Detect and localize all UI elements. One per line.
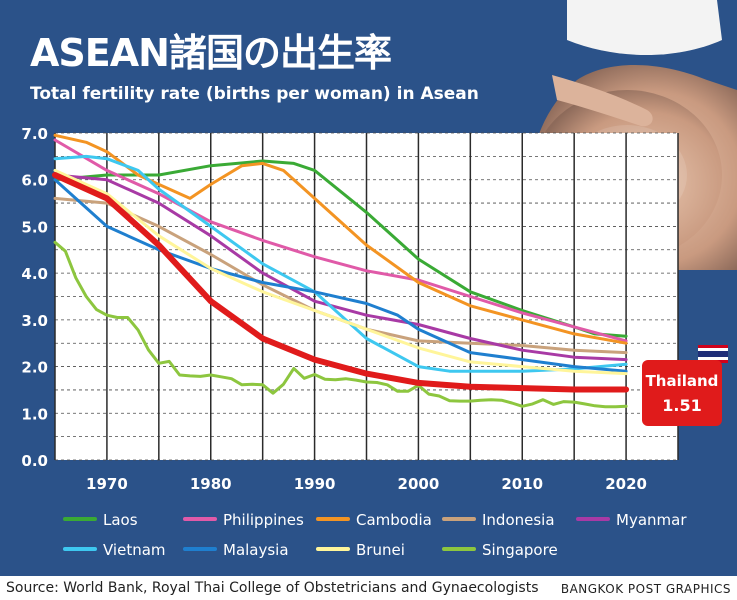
- y-tick-label: 4.0: [21, 265, 48, 283]
- x-tick-label: 2010: [501, 475, 543, 493]
- x-tick-label: 2020: [605, 475, 647, 493]
- series-line-malaysia: [53, 178, 628, 373]
- legend-label: Cambodia: [356, 511, 432, 529]
- thailand-callout: Thailand 1.51: [642, 360, 722, 426]
- legend-label: Indonesia: [482, 511, 555, 529]
- x-tick-label: 2000: [398, 475, 440, 493]
- source-note: Source: World Bank, Royal Thai College o…: [6, 580, 539, 596]
- x-tick-label: 1980: [190, 475, 232, 493]
- legend-label: Laos: [103, 511, 138, 529]
- series-line-philippines: [53, 138, 628, 343]
- legend-label: Brunei: [356, 541, 405, 559]
- series-line-brunei: [53, 168, 628, 376]
- fertility-line-chart: 0.0 1.0 2.0 3.0 4.0 5.0 6.0 7.0 1970 1980 1990 2000…: [21, 125, 687, 559]
- series-line-thailand: [52, 172, 630, 393]
- chart-subtitle: Total fertility rate (births per woman) …: [30, 84, 479, 104]
- y-tick-label: 7.0: [21, 125, 48, 143]
- legend-label: Malaysia: [223, 541, 289, 559]
- page-title: ASEAN諸国の出生率: [30, 31, 392, 75]
- legend-label: Vietnam: [103, 541, 166, 559]
- x-tick-label: 1990: [294, 475, 336, 493]
- legend-label: Philippines: [223, 511, 304, 529]
- callout-value: 1.51: [662, 396, 702, 415]
- graphics-credit: BANGKOK POST GRAPHICS: [560, 582, 731, 596]
- legend-label: Myanmar: [616, 511, 687, 529]
- y-tick-label: 5.0: [21, 218, 48, 236]
- y-tick-label: 2.0: [21, 359, 48, 377]
- series-line-singapore: [53, 240, 628, 409]
- legend-label: Singapore: [482, 541, 558, 559]
- series-line-myanmar: [53, 173, 628, 362]
- y-tick-label: 3.0: [21, 312, 48, 330]
- y-tick-label: 0.0: [21, 452, 48, 470]
- y-tick-label: 1.0: [21, 405, 48, 423]
- callout-country: Thailand: [645, 372, 719, 390]
- y-tick-label: 6.0: [21, 172, 48, 190]
- x-tick-label: 1970: [86, 475, 128, 493]
